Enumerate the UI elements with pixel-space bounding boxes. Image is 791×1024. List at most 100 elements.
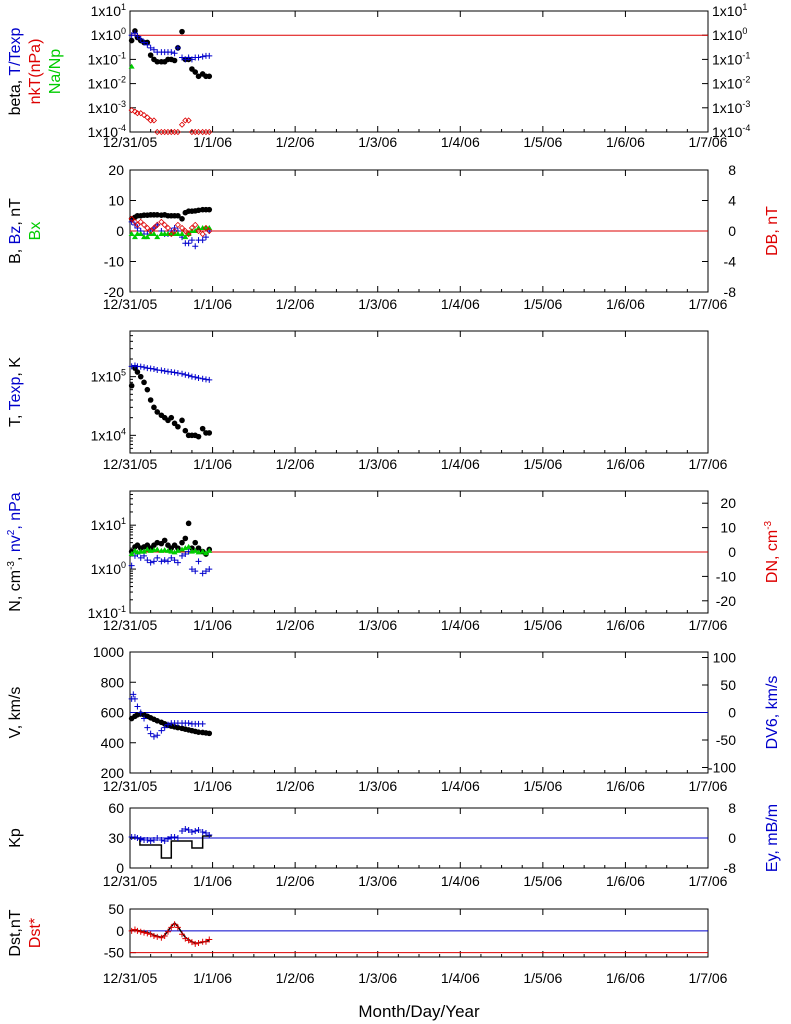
y-tick-label-left-beta-5-exponent: -4 bbox=[118, 123, 126, 133]
y-axis-label-mag-1-part-0: Bx bbox=[27, 222, 44, 241]
y-tick-label-left-temp-1-exponent: 4 bbox=[121, 426, 126, 436]
y-tick-label-right-beta-5: 1x10-4 bbox=[712, 123, 750, 140]
y-axis-label-dens-0-part-1: -3 bbox=[6, 561, 17, 570]
series-vel-black bbox=[128, 711, 213, 737]
y-tick-label-right-beta-0: 1x101 bbox=[712, 2, 747, 19]
data-point-temp-black bbox=[168, 414, 175, 421]
data-point-beta-blue bbox=[185, 54, 192, 61]
data-point-vel-blue bbox=[147, 730, 154, 737]
x-tick-label-vel: 1/7/06 bbox=[689, 778, 728, 794]
data-point-dst-red bbox=[185, 937, 192, 944]
y-tick-label-right-beta-3: 1x10-2 bbox=[712, 75, 750, 92]
x-tick-label-mag: 1/7/06 bbox=[689, 296, 728, 312]
y-tick-label-left-temp-0-mantissa: 1x10 bbox=[91, 369, 122, 385]
y-axis-label-dst-1: Dst* bbox=[27, 918, 44, 948]
x-tick-label-vel: 1/1/06 bbox=[193, 778, 232, 794]
data-point-mag-red bbox=[182, 227, 189, 235]
x-tick-label-mag: 12/31/05 bbox=[103, 296, 158, 312]
data-point-temp-blue bbox=[171, 369, 178, 376]
y-tick-label-left-kp-0: 60 bbox=[108, 800, 124, 816]
data-point-dens-green bbox=[192, 547, 199, 553]
y-tick-label-right-mag-0: 8 bbox=[728, 162, 736, 178]
data-point-beta-red bbox=[195, 128, 202, 136]
y-tick-label-left-beta-5: 1x10-4 bbox=[88, 123, 126, 140]
y-tick-label-left-temp-0: 1x105 bbox=[91, 368, 126, 385]
data-point-kp-blue bbox=[150, 837, 157, 843]
y-axis-label-dst-0-part-0: Dst,nT bbox=[7, 909, 24, 956]
data-point-vel-black bbox=[195, 729, 202, 735]
data-point-kp-blue bbox=[202, 830, 209, 836]
data-point-beta-blue bbox=[150, 46, 157, 53]
data-point-mag-red bbox=[185, 230, 192, 238]
x-tick-label-temp: 1/7/06 bbox=[689, 456, 728, 472]
y-axis-label-dens-0-part-3: nv bbox=[7, 535, 24, 552]
y-axis-label-dens-0-part-4: 2 bbox=[6, 529, 17, 535]
y-axis-label-temp-0-part-2: , K bbox=[7, 357, 24, 377]
data-point-mag-red bbox=[192, 221, 199, 228]
data-point-mag-black bbox=[195, 207, 202, 214]
x-tick-label-dst: 1/5/06 bbox=[523, 970, 562, 986]
data-point-dens-black bbox=[185, 520, 192, 527]
y-tick-label-left-dst-2: -50 bbox=[104, 945, 124, 961]
right-axis-label-mag-part-0: DB, nT bbox=[764, 206, 781, 256]
data-point-dens-blue bbox=[171, 557, 178, 564]
y-axis-label-beta-0: beta, T/Texp bbox=[7, 28, 24, 116]
y-tick-label-right-vel-3: -50 bbox=[716, 732, 736, 748]
data-point-dens-blue bbox=[147, 559, 154, 566]
data-point-dst-red bbox=[171, 921, 178, 928]
y-axis-label-vel-0: V, km/s bbox=[7, 687, 24, 739]
y-tick-label-right-kp-2: -8 bbox=[724, 860, 737, 876]
plot-frame-dst bbox=[129, 908, 709, 958]
series-dens-blue bbox=[128, 548, 213, 577]
data-point-mag-blue bbox=[185, 240, 192, 247]
x-tick-label-temp: 1/1/06 bbox=[193, 456, 232, 472]
data-point-mag-red bbox=[195, 227, 202, 235]
y-tick-label-left-beta-5-mantissa: 1x10 bbox=[88, 124, 119, 140]
data-point-beta-blue bbox=[131, 30, 138, 37]
y-tick-label-right-beta-4-mantissa: 1x10 bbox=[712, 100, 743, 116]
data-point-beta-red bbox=[140, 112, 148, 119]
y-tick-label-left-kp-2: 0 bbox=[116, 860, 124, 876]
y-axis-label-beta-0-part-1: T/Texp bbox=[7, 28, 24, 76]
y-tick-label-left-temp-1: 1x104 bbox=[91, 426, 126, 443]
data-point-dens-blue bbox=[168, 554, 175, 561]
data-point-dst-red bbox=[174, 924, 181, 931]
data-point-kp-blue bbox=[206, 832, 213, 838]
data-point-kp-blue bbox=[147, 838, 154, 844]
data-point-kp-blue bbox=[195, 827, 202, 833]
y-axis-label-mag-0-part-1: Bz bbox=[7, 226, 24, 245]
data-point-beta-black bbox=[154, 58, 161, 65]
data-point-dst-red bbox=[182, 935, 189, 942]
series-mag-red bbox=[128, 215, 213, 238]
x-tick-label-beta: 1/2/06 bbox=[276, 134, 315, 150]
data-point-vel-blue bbox=[141, 715, 148, 722]
data-point-dst-red bbox=[195, 940, 202, 947]
x-tick-label-vel: 1/3/06 bbox=[358, 778, 397, 794]
y-tick-label-left-dst-1: 0 bbox=[116, 923, 124, 939]
y-tick-label-right-kp-0: 8 bbox=[728, 800, 736, 816]
data-point-dens-blue bbox=[174, 559, 181, 566]
data-point-mag-green bbox=[144, 234, 151, 240]
y-tick-label-right-beta-2-exponent: -1 bbox=[742, 50, 750, 60]
data-point-kp-blue bbox=[158, 837, 165, 843]
right-axis-label-dens-part-0: DN, cm bbox=[764, 530, 781, 583]
data-point-mag-red bbox=[144, 224, 151, 232]
y-tick-label-left-beta-1-mantissa: 1x10 bbox=[91, 27, 122, 43]
data-point-temp-blue bbox=[206, 376, 213, 383]
series-kp-black bbox=[130, 835, 212, 859]
data-point-mag-red bbox=[202, 224, 210, 232]
x-tick-label-vel: 1/4/06 bbox=[441, 778, 480, 794]
data-point-beta-black bbox=[171, 57, 178, 64]
x-tick-label-beta: 1/1/06 bbox=[193, 134, 232, 150]
y-tick-label-left-beta-3-mantissa: 1x10 bbox=[88, 76, 119, 92]
data-point-beta-red bbox=[154, 128, 161, 136]
panel-beta: 12/31/05 1/1/06 1/2/06 1/3/06 1/4/06 1/5/06 1/… bbox=[7, 2, 750, 150]
y-tick-label-left-beta-3: 1x10-2 bbox=[88, 75, 126, 92]
right-axis-label-vel: DV6, km/s bbox=[764, 676, 781, 750]
data-point-kp-blue bbox=[137, 836, 144, 842]
x-axis-title: Month/Day/Year bbox=[358, 1002, 480, 1021]
data-point-dst-red bbox=[188, 939, 195, 946]
data-point-temp-black bbox=[144, 386, 151, 393]
data-point-temp-black bbox=[206, 430, 213, 436]
